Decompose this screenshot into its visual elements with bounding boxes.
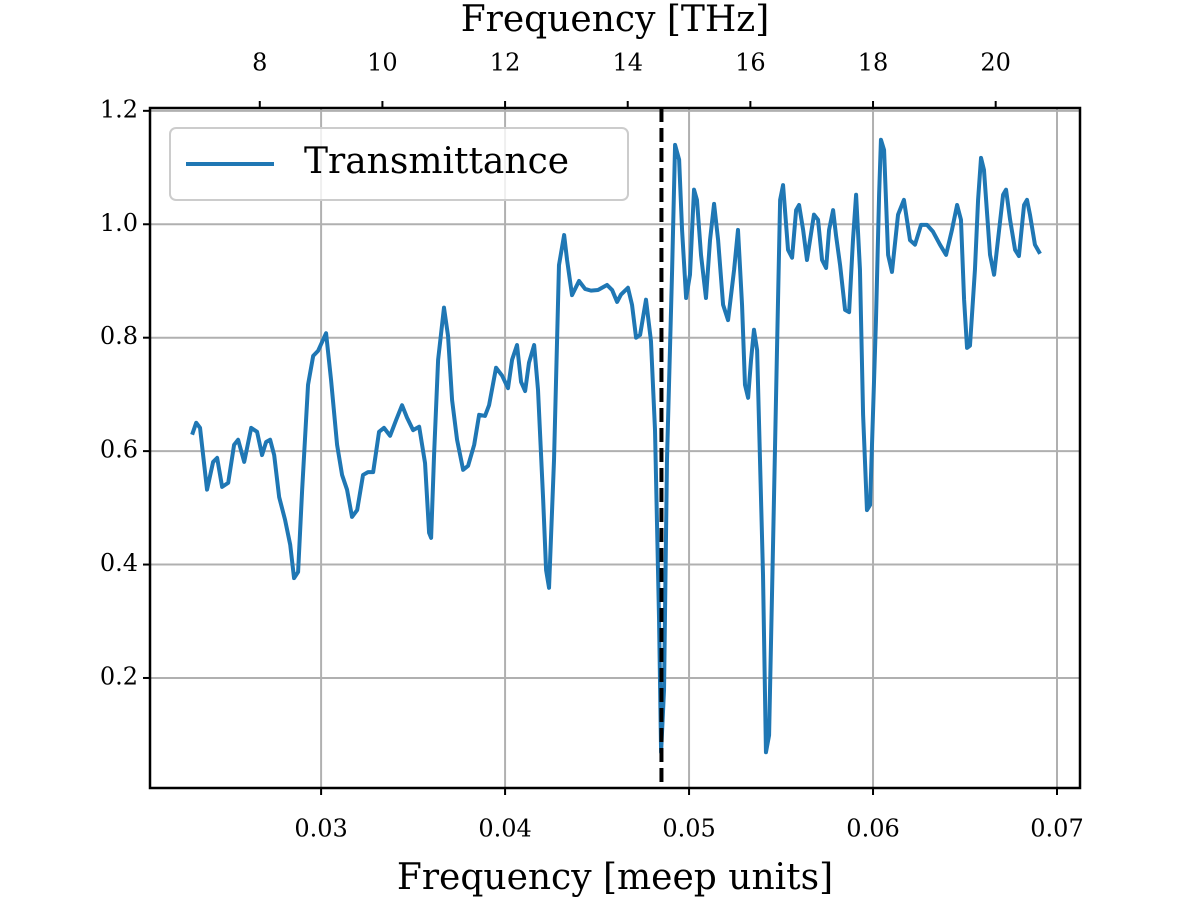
x-tick-label: 0.03 (294, 815, 347, 843)
top-tick-label: 14 (612, 49, 643, 77)
y-tick-label: 1.2 (100, 95, 138, 123)
top-tick-label: 10 (367, 49, 398, 77)
legend-label: Transmittance (304, 141, 569, 182)
y-tick-label: 0.4 (100, 549, 138, 577)
x-tick-label: 0.07 (1030, 815, 1083, 843)
top-tick-label: 12 (490, 49, 521, 77)
x-axis-label: Frequency [meep units] (397, 857, 833, 898)
y-tick-label: 1.0 (100, 209, 138, 237)
y-tick-label: 0.8 (100, 322, 138, 350)
top-tick-label: 8 (252, 49, 267, 77)
legend-box (169, 127, 629, 201)
plot-frame (148, 106, 1082, 790)
x-tick-label: 0.04 (478, 815, 531, 843)
top-tick-label: 18 (858, 49, 889, 77)
data-line (190, 137, 1042, 755)
top-axis-label: Frequency [THz] (461, 0, 770, 40)
y-tick-label: 0.2 (100, 662, 138, 690)
top-tick-label: 16 (735, 49, 766, 77)
y-tick-label: 0.6 (100, 436, 138, 464)
x-tick-label: 0.06 (846, 815, 899, 843)
top-tick-label: 20 (980, 49, 1011, 77)
x-tick-label: 0.05 (662, 815, 715, 843)
